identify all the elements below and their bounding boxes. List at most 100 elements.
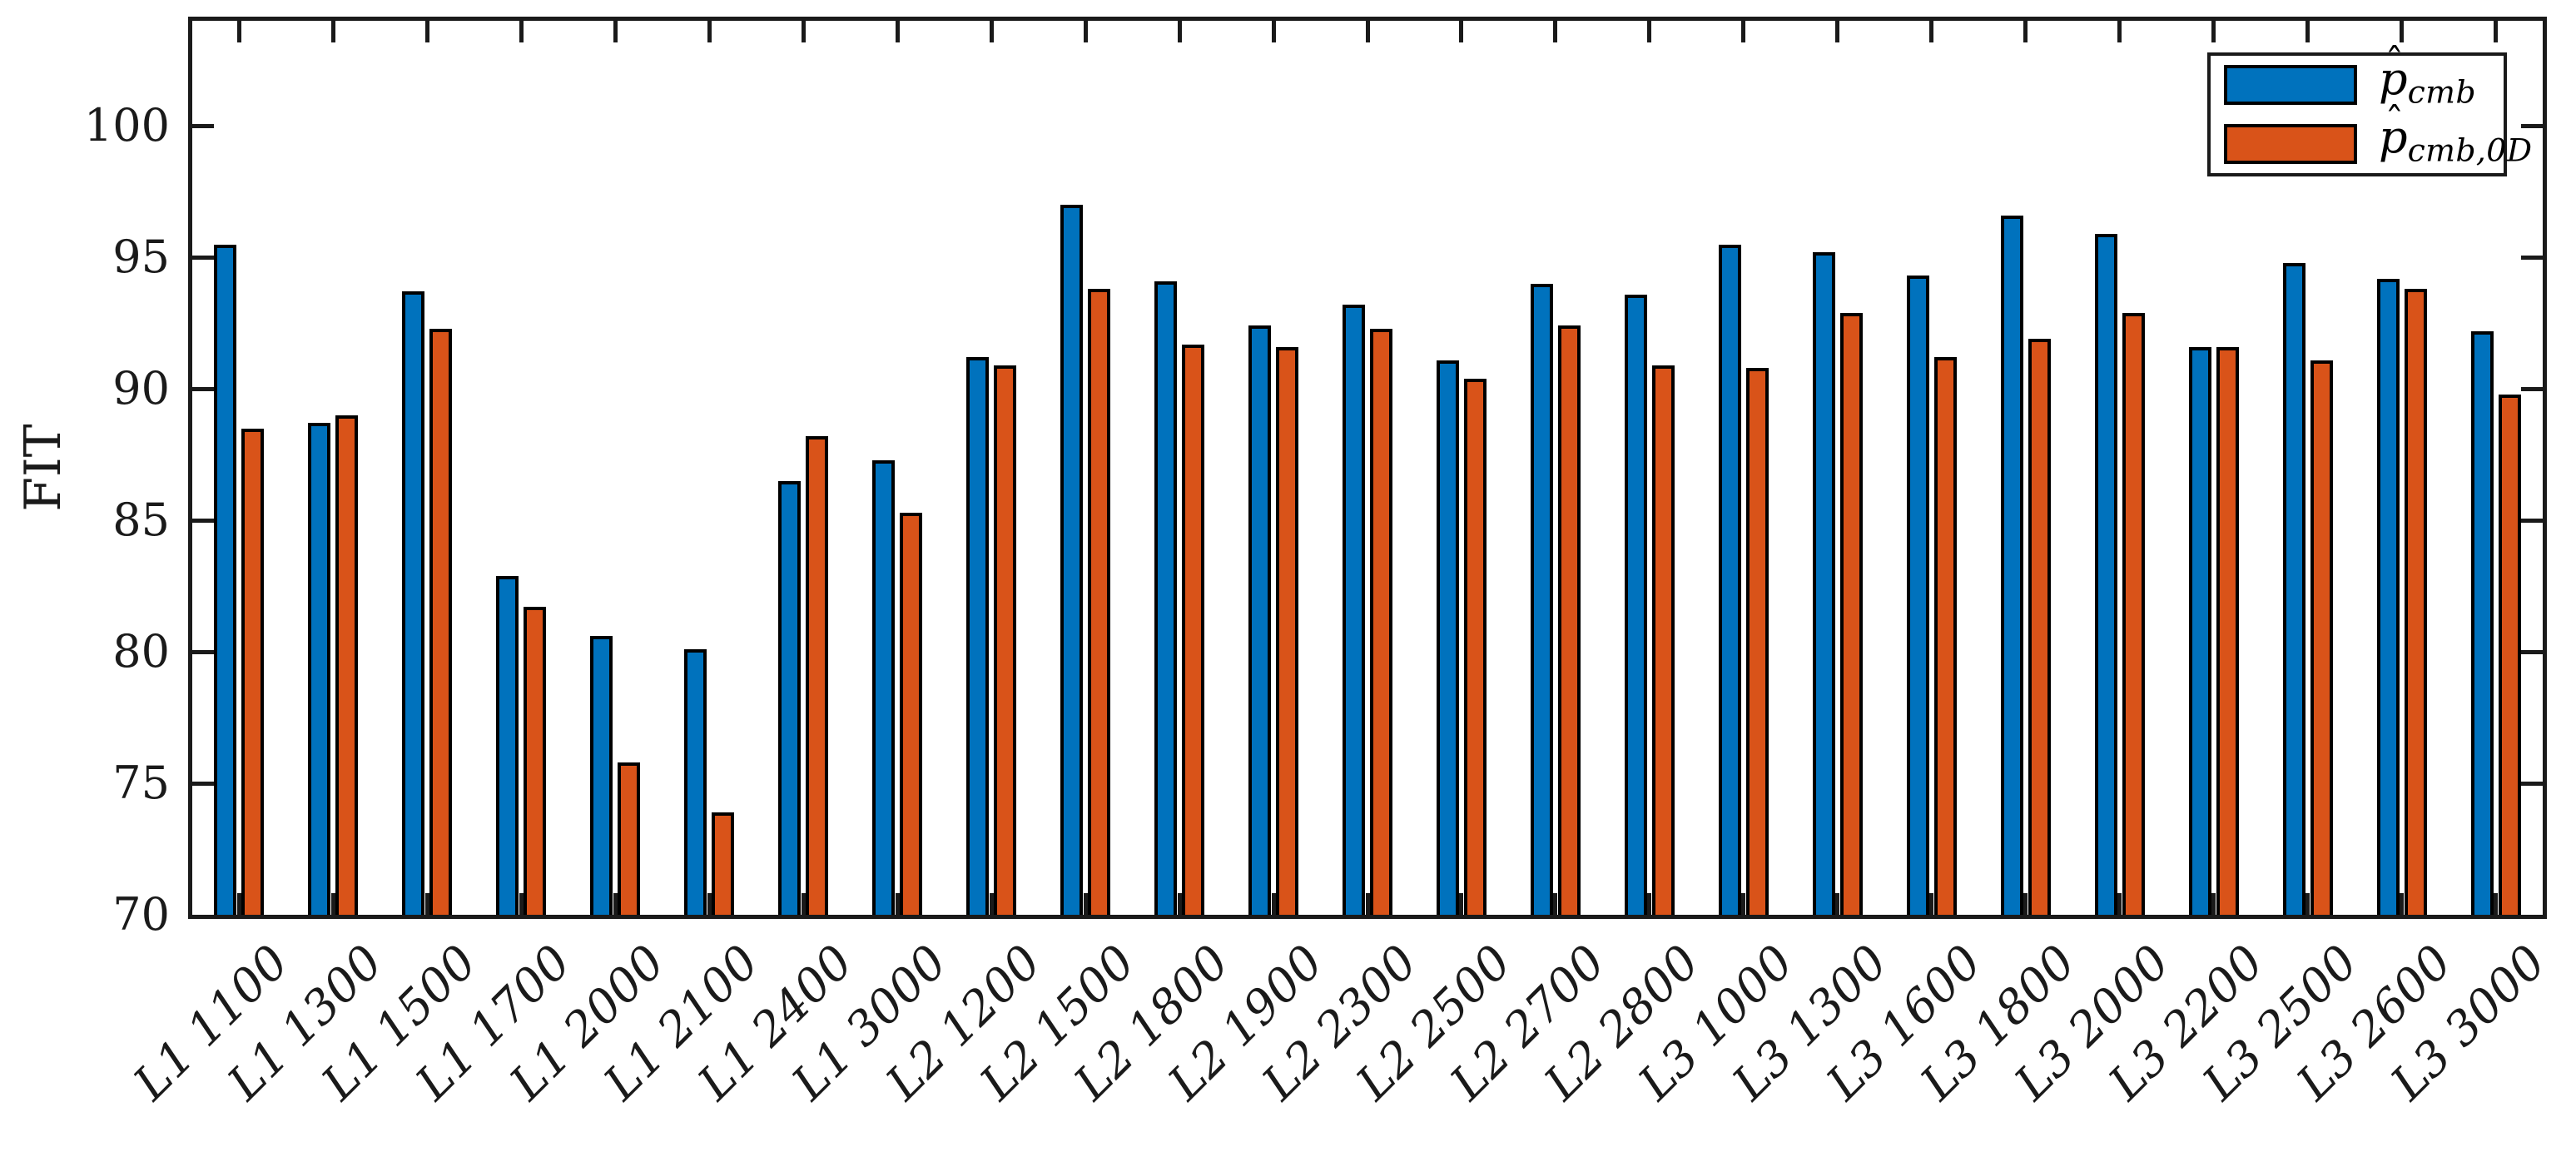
y-tick-label: 75 bbox=[112, 757, 170, 810]
bar-pcmb bbox=[1343, 305, 1365, 915]
plot-box bbox=[188, 17, 2547, 919]
x-tick-bottom bbox=[613, 893, 618, 915]
x-tick-bottom bbox=[989, 893, 994, 915]
x-tick-bottom bbox=[2400, 893, 2405, 915]
legend-series-label: p ˆ cmb bbox=[2379, 40, 2476, 111]
bar-pcmb bbox=[1060, 205, 1084, 915]
x-tick-top bbox=[1083, 21, 1088, 42]
legend-swatch bbox=[2224, 123, 2357, 164]
bar-pcmb bbox=[496, 575, 519, 915]
legend-swatch bbox=[2224, 65, 2357, 106]
x-tick-bottom bbox=[519, 893, 524, 915]
y-tick-right bbox=[2521, 518, 2543, 523]
bar-pcmb0d bbox=[2028, 339, 2051, 915]
x-tick-top bbox=[613, 21, 618, 42]
bar-pcmb bbox=[1906, 276, 1929, 915]
bar-pcmb0d bbox=[1745, 367, 1769, 915]
x-tick-bottom bbox=[801, 893, 806, 915]
plot-area bbox=[192, 21, 2543, 915]
x-tick-bottom bbox=[1459, 893, 1464, 915]
bar-pcmb bbox=[2000, 215, 2023, 915]
bar-pcmb bbox=[1530, 283, 1553, 915]
x-tick-top bbox=[1271, 21, 1276, 42]
bar-pcmb0d bbox=[618, 762, 641, 915]
x-tick-top bbox=[2494, 21, 2499, 42]
y-tick-left bbox=[192, 649, 214, 654]
legend-row: p ˆ cmb bbox=[2224, 40, 2504, 115]
legend: p ˆ cmb p ˆ cmb,0D bbox=[2207, 40, 2532, 176]
x-tick-top bbox=[2117, 21, 2122, 42]
y-tick-label: 80 bbox=[112, 625, 170, 678]
y-tick-left bbox=[192, 518, 214, 523]
bar-pcmb0d bbox=[2404, 289, 2427, 915]
y-tick-label: 100 bbox=[83, 99, 170, 152]
bar-pcmb0d bbox=[2122, 312, 2145, 915]
y-tick-label: 85 bbox=[112, 494, 170, 547]
bar-pcmb0d bbox=[1088, 289, 1111, 915]
bar-pcmb bbox=[2094, 233, 2117, 915]
x-tick-bottom bbox=[1083, 893, 1088, 915]
x-tick-top bbox=[2305, 21, 2310, 42]
x-tick-bottom bbox=[2211, 893, 2216, 915]
x-tick-bottom bbox=[330, 893, 335, 915]
bar-pcmb0d bbox=[712, 812, 735, 915]
x-tick-bottom bbox=[1177, 893, 1182, 915]
x-tick-top bbox=[330, 21, 335, 42]
y-tick-label: 90 bbox=[112, 362, 170, 415]
y-tick-right bbox=[2521, 649, 2543, 654]
bar-pcmb bbox=[2282, 262, 2305, 915]
bar-pcmb0d bbox=[1182, 344, 1205, 915]
x-tick-top bbox=[989, 21, 994, 42]
bar-pcmb0d bbox=[241, 428, 265, 915]
y-tick-left bbox=[192, 386, 214, 391]
x-tick-bottom bbox=[2305, 893, 2310, 915]
bar-pcmb bbox=[214, 244, 237, 915]
x-tick-top bbox=[1929, 21, 1934, 42]
bar-pcmb0d bbox=[900, 512, 923, 915]
y-tick-left bbox=[192, 255, 214, 260]
bar-pcmb0d bbox=[806, 436, 829, 915]
bar-pcmb bbox=[1436, 360, 1459, 915]
x-tick-top bbox=[1835, 21, 1840, 42]
bar-pcmb bbox=[778, 480, 802, 915]
x-tick-top bbox=[1647, 21, 1652, 42]
x-tick-top bbox=[895, 21, 900, 42]
y-tick-left bbox=[192, 781, 214, 786]
x-tick-bottom bbox=[2023, 893, 2028, 915]
x-tick-top bbox=[1177, 21, 1182, 42]
x-tick-top bbox=[424, 21, 429, 42]
x-tick-top bbox=[236, 21, 241, 42]
bar-pcmb0d bbox=[2216, 346, 2239, 915]
bar-pcmb bbox=[2470, 330, 2494, 915]
x-tick-bottom bbox=[895, 893, 900, 915]
x-tick-top bbox=[801, 21, 806, 42]
x-tick-bottom bbox=[1741, 893, 1746, 915]
x-tick-bottom bbox=[1365, 893, 1370, 915]
bar-pcmb0d bbox=[429, 328, 453, 915]
y-tick-right bbox=[2521, 255, 2543, 260]
x-tick-top bbox=[519, 21, 524, 42]
x-tick-bottom bbox=[2117, 893, 2122, 915]
legend-row: p ˆ cmb,0D bbox=[2224, 99, 2532, 173]
bar-pcmb0d bbox=[2310, 360, 2333, 915]
x-tick-top bbox=[1741, 21, 1746, 42]
x-tick-top bbox=[1553, 21, 1558, 42]
bar-pcmb0d bbox=[1839, 312, 1863, 915]
bar-pcmb0d bbox=[1557, 325, 1581, 915]
bar-pcmb bbox=[402, 291, 425, 915]
x-tick-bottom bbox=[236, 893, 241, 915]
x-tick-top bbox=[2211, 21, 2216, 42]
bar-pcmb0d bbox=[335, 415, 359, 915]
hat-accent: ˆ bbox=[2385, 40, 2405, 86]
x-tick-bottom bbox=[2494, 893, 2499, 915]
bar-pcmb0d bbox=[1370, 328, 1392, 915]
x-tick-bottom bbox=[707, 893, 712, 915]
x-tick-bottom bbox=[1835, 893, 1840, 915]
y-tick-left bbox=[192, 123, 214, 128]
bar-pcmb0d bbox=[2498, 394, 2521, 915]
bar-pcmb0d bbox=[994, 365, 1017, 915]
x-tick-bottom bbox=[1271, 893, 1276, 915]
x-tick-bottom bbox=[1647, 893, 1652, 915]
x-tick-top bbox=[2023, 21, 2028, 42]
